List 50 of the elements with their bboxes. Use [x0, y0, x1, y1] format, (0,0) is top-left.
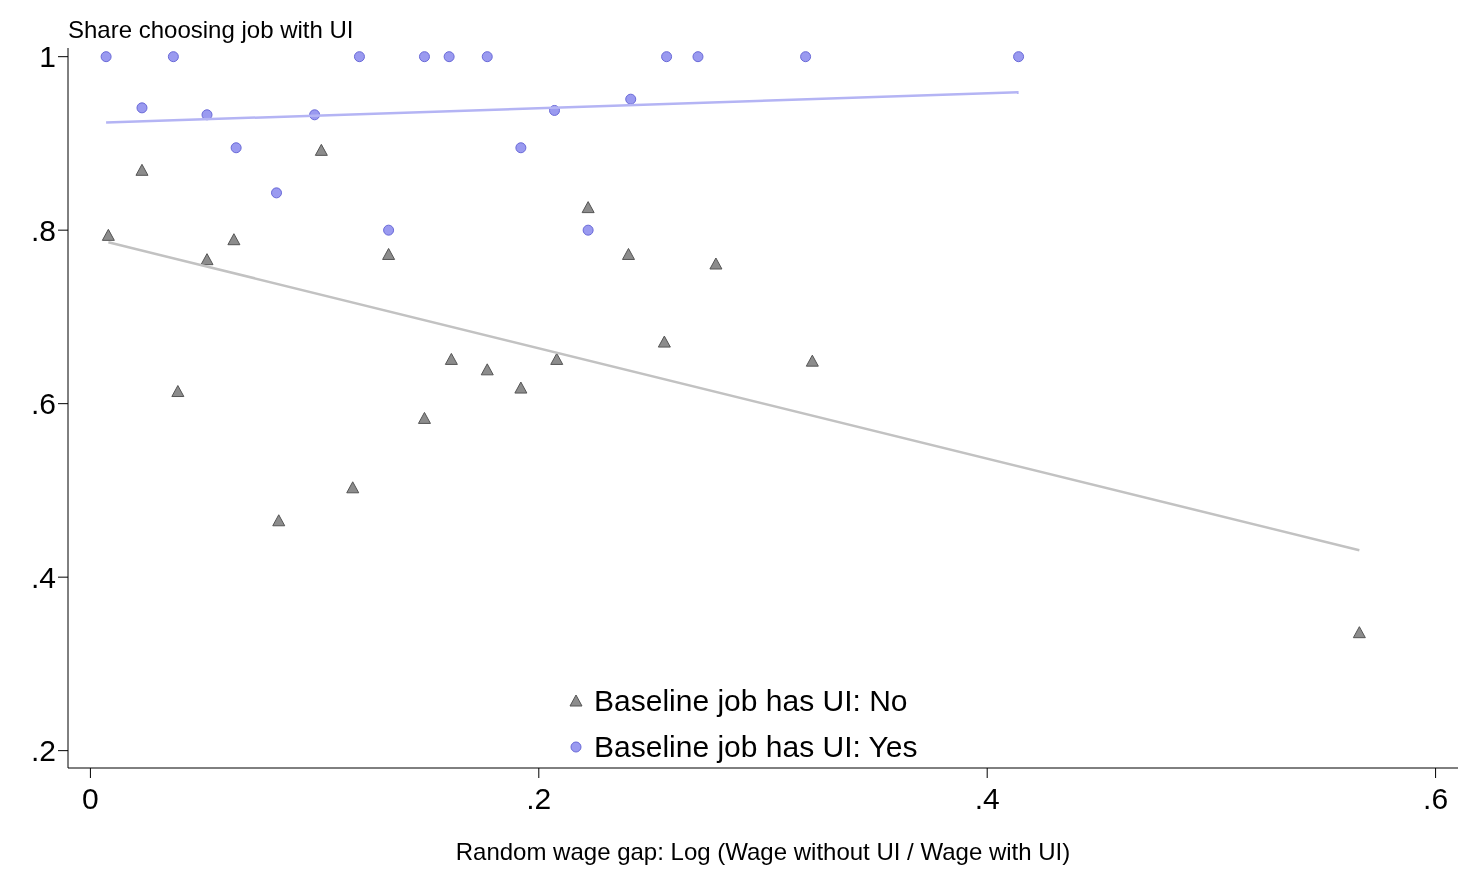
point: [550, 352, 564, 365]
point: [692, 51, 704, 63]
point: [353, 51, 365, 63]
y-tick-label: 1: [39, 40, 56, 74]
point: [443, 51, 455, 63]
point: [382, 247, 396, 260]
point: [515, 142, 527, 154]
point: [171, 385, 185, 398]
legend-label: Baseline job has UI: No: [594, 683, 908, 719]
point: [805, 354, 819, 367]
point: [1352, 626, 1366, 639]
point: [200, 253, 214, 266]
point: [444, 352, 458, 365]
y-tick-label: .2: [30, 734, 56, 768]
point: [346, 481, 360, 494]
x-tick-label: .6: [1423, 782, 1449, 816]
point: [514, 381, 528, 394]
point: [621, 247, 635, 260]
y-tick-label: .8: [30, 213, 56, 247]
point: [800, 51, 812, 63]
x-tick-label: .2: [526, 782, 552, 816]
point: [271, 187, 282, 199]
point: [582, 224, 594, 236]
point: [101, 228, 115, 241]
point: [227, 233, 241, 246]
x-tick-label: .4: [974, 782, 1000, 816]
point: [230, 142, 242, 154]
y-tick-label: .6: [30, 387, 56, 421]
point: [481, 51, 493, 63]
point: [167, 51, 179, 63]
point: [581, 201, 595, 214]
point: [272, 514, 286, 527]
point: [1013, 51, 1025, 63]
point: [314, 143, 328, 156]
point: [480, 363, 494, 376]
y-axis-title: Share choosing job with UI: [68, 16, 354, 44]
point: [135, 163, 149, 176]
point: [709, 257, 723, 270]
y-tick-label: .4: [30, 560, 56, 594]
point: [100, 51, 112, 63]
x-tick-label: 0: [82, 782, 99, 816]
point: [383, 224, 395, 236]
x-axis-title: Random wage gap: Log (Wage without UI / Wage with UI): [455, 838, 1071, 865]
point: [418, 51, 430, 63]
legend-label: Baseline job has UI: Yes: [594, 729, 918, 765]
point: [136, 102, 148, 114]
point: [417, 411, 431, 424]
point: [661, 51, 673, 63]
point: [657, 335, 671, 348]
point: [625, 93, 637, 105]
